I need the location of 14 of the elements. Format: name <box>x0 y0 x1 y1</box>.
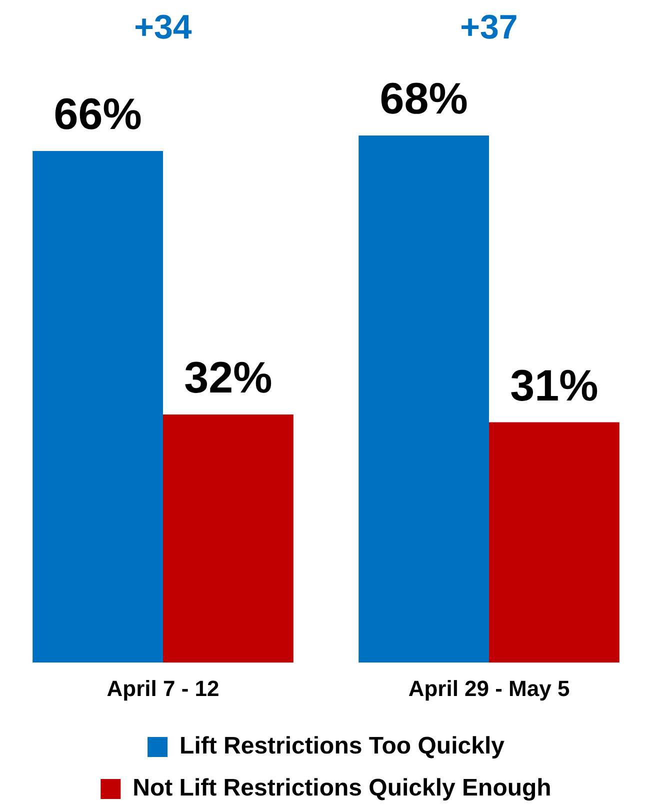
bar <box>489 422 620 663</box>
x-tick-label: April 7 - 12 <box>106 676 220 701</box>
data-label: 32% <box>184 354 272 403</box>
data-label: 31% <box>510 361 598 410</box>
legend-label: Lift Restrictions Too Quickly <box>180 732 506 760</box>
legend-label: Not Lift Restrictions Quickly Enough <box>132 774 552 802</box>
bar <box>32 151 163 663</box>
data-label: 68% <box>380 74 468 124</box>
bar <box>358 136 489 663</box>
x-tick-label: April 29 - May 5 <box>408 676 570 701</box>
text: +37 <box>460 8 518 46</box>
data-label: 66% <box>54 90 142 140</box>
text: +34 <box>134 8 192 46</box>
bar <box>163 414 294 663</box>
